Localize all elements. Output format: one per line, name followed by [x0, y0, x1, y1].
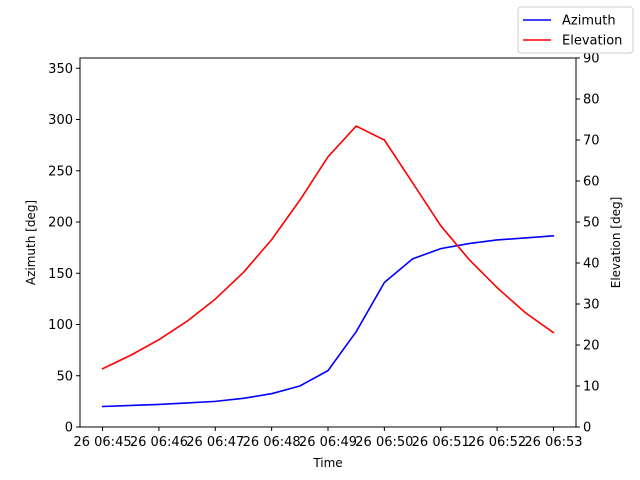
- y-right-axis-label: Elevation [deg]: [609, 197, 623, 289]
- x-axis-label: Time: [312, 456, 342, 470]
- y-right-tick-label: 20: [583, 339, 600, 354]
- y-left-tick-label: 50: [56, 369, 73, 384]
- y-left-tick-label: 100: [48, 318, 73, 333]
- x-tick-label: 26 06:45: [73, 435, 131, 450]
- legend-box: [517, 6, 634, 54]
- x-tick-label: 26 06:46: [130, 435, 188, 450]
- y-right-tick-label: 50: [583, 216, 600, 231]
- y-left-tick-label: 0: [65, 421, 73, 436]
- y-right-tick-label: 60: [583, 175, 600, 190]
- y-right-tick-label: 0: [583, 421, 591, 436]
- y-left-tick-label: 150: [48, 267, 73, 282]
- y-right-tick-label: 70: [583, 134, 600, 149]
- y-right-tick-label: 40: [583, 257, 600, 272]
- legend-label-elevation: Elevation: [562, 34, 622, 49]
- legend: Azimuth Elevation: [517, 6, 634, 54]
- y-right-tick-label: 90: [583, 52, 600, 67]
- x-tick-label: 26 06:49: [299, 435, 357, 450]
- y-right-axis: 0 10 20 30 40 50 60 70 80 90: [576, 52, 600, 436]
- x-tick-label: 26 06:47: [186, 435, 244, 450]
- y-left-tick-label: 350: [48, 62, 73, 77]
- y-left-tick-label: 200: [48, 216, 73, 231]
- x-tick-label: 26 06:50: [355, 435, 413, 450]
- y-right-tick-label: 80: [583, 93, 600, 108]
- y-left-axis: 0 50 100 150 200 250 300 350: [48, 62, 80, 436]
- y-left-tick-label: 250: [48, 164, 73, 179]
- series-line-azimuth: [101, 235, 555, 408]
- y-left-tick-label: 300: [48, 113, 73, 128]
- legend-label-azimuth: Azimuth: [562, 14, 616, 29]
- y-right-tick-label: 10: [583, 380, 600, 395]
- x-tick-label: 26 06:51: [412, 435, 470, 450]
- y-left-axis-label: Azimuth [deg]: [24, 200, 38, 285]
- y-right-tick-label: 30: [583, 298, 600, 313]
- series-line-elevation: [101, 125, 555, 370]
- series-layer: [101, 125, 555, 408]
- x-tick-label: 26 06:52: [468, 435, 526, 450]
- x-tick-label: 26 06:53: [524, 435, 582, 450]
- x-tick-label: 26 06:48: [243, 435, 301, 450]
